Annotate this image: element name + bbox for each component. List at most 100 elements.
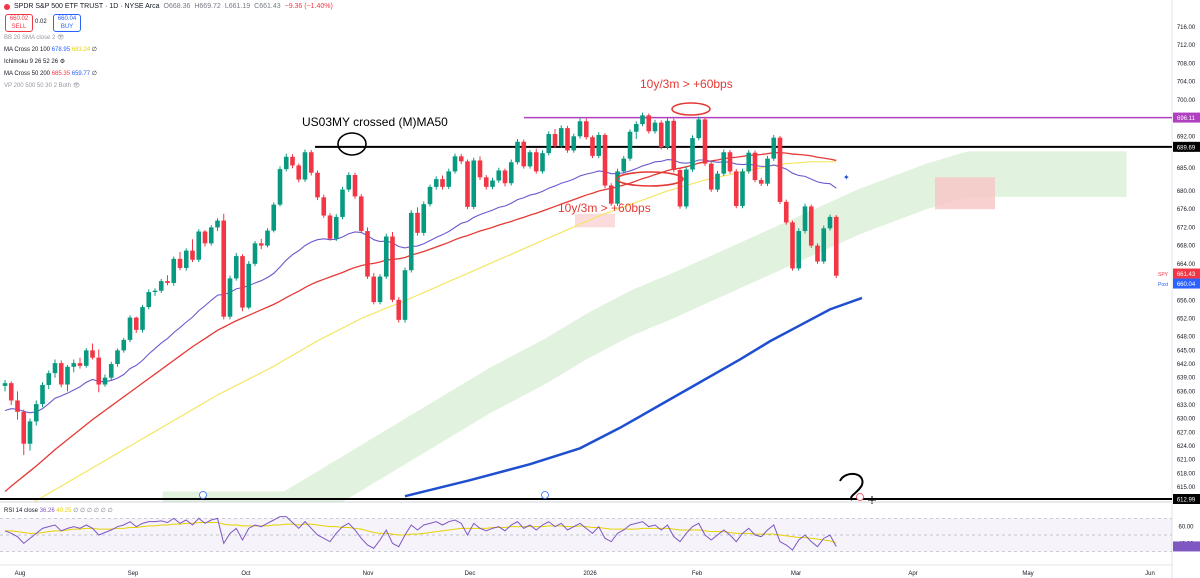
us03my-annotation: US03MY crossed (M)MA50 [302, 115, 448, 129]
annotations: US03MY crossed (M)MA50 10y/3m > +60bps 10y… [302, 77, 876, 504]
star-marker: ✦ [843, 173, 850, 182]
candle-body [190, 250, 195, 260]
indicator-value: 683.24 [71, 47, 91, 53]
price-tick-label: 656.00 [1177, 298, 1196, 304]
indicator-ma-20-100[interactable]: MA Cross 20 100 678.95 683.24 ∅ [4, 46, 97, 53]
price-tick-label: 668.00 [1177, 244, 1196, 250]
rsi-line [4, 516, 837, 551]
candle-body [533, 152, 539, 172]
rsi-legend[interactable]: RSI 14 close 36.26 40.25 ∅ ∅ ∅ ∅ ∅ ∅ [4, 507, 113, 514]
price-tick-label: 618.00 [1177, 471, 1196, 477]
rsi-ma-value: 40.25 [56, 508, 72, 514]
candle-body [246, 263, 252, 308]
rsi-extra: ∅ ∅ ∅ ∅ ∅ ∅ [73, 508, 113, 514]
candle-body [758, 180, 764, 184]
cross-marker [868, 496, 876, 504]
eye-icon[interactable]: 👁 [57, 35, 65, 41]
sell-button[interactable]: 660.02 SELL [5, 14, 33, 32]
time-axis[interactable]: Aug Sep Oct Nov Dec 2026 Feb Mar Apr May Jun [0, 491, 1172, 578]
time-axis-label: Mar [791, 571, 801, 577]
candle-body [508, 162, 514, 184]
price-tick-label: 627.00 [1177, 430, 1196, 436]
candle-body [715, 173, 720, 190]
candle-body [352, 175, 358, 197]
candle-body [833, 216, 839, 276]
candle-body [8, 383, 14, 401]
candle-body [827, 216, 833, 229]
null-icon: ∅ [91, 71, 97, 77]
candle-body [146, 292, 152, 308]
price-tick-label: 708.00 [1177, 61, 1196, 67]
candle-body [227, 278, 233, 317]
dividend-marker-icon [199, 491, 207, 499]
candle-body [690, 138, 695, 170]
indicator-value: 659.77 [71, 71, 91, 77]
candle-body [96, 357, 102, 385]
indicator-vp[interactable]: VP 200 500 50 30 2 Both 👁 [4, 82, 80, 89]
candle-body [746, 152, 752, 172]
indicator-ma-50-200[interactable]: MA Cross 50 200 685.35 659.77 ∅ [4, 70, 97, 77]
candle-body [615, 171, 620, 204]
price-tick-label: 712.00 [1177, 43, 1196, 49]
candle-body [258, 243, 264, 246]
candle-body [408, 212, 414, 271]
candle-body [733, 171, 739, 206]
buy-label: BUY [60, 24, 74, 30]
indicator-value: 678.95 [51, 47, 71, 53]
time-axis-label: Jun [1145, 571, 1155, 577]
price-tick-label: 664.00 [1177, 262, 1196, 268]
candle-body [708, 163, 714, 190]
open-value: O668.36 [163, 3, 191, 10]
candle-body [390, 236, 395, 300]
candle-body [658, 122, 664, 148]
candle-body [671, 120, 677, 171]
candle-body [452, 156, 458, 172]
candle-body [702, 119, 708, 164]
rsi-band [0, 518, 1172, 552]
indicator-ichimoku[interactable]: Ichimoku 9 26 52 26 ⚙ [4, 58, 65, 65]
candle-body [565, 128, 570, 151]
candle-body [102, 377, 108, 385]
last-tag: SPY [1158, 272, 1169, 278]
time-axis-label: 2026 [583, 571, 597, 577]
indicator-bb[interactable]: BB 20 SMA close 2 👁 [4, 34, 65, 41]
price-axis[interactable] [1172, 0, 1200, 578]
candle-body [427, 186, 433, 205]
rsi-pane[interactable]: 60.0040.00 [0, 516, 1200, 553]
post-price-label-bg [1173, 278, 1200, 289]
candle-body [296, 165, 302, 180]
spread-value: 0.02 [35, 19, 47, 25]
candle-body [765, 158, 770, 184]
rsi-ma-line [5, 522, 837, 544]
candle-body [233, 256, 239, 279]
candle-body [558, 128, 564, 146]
null-icon: ∅ [91, 47, 97, 53]
buy-button[interactable]: 660.04 BUY [53, 14, 81, 32]
candle-body [277, 169, 283, 205]
candle-body [215, 220, 220, 228]
price-tick-label: 704.00 [1177, 80, 1196, 86]
candle-body [183, 250, 189, 268]
candle-body [383, 236, 389, 277]
symbol-title[interactable]: SPDR S&P 500 ETF TRUST · 1D · NYSE Arca [14, 3, 160, 10]
candle-body [640, 115, 645, 125]
candle-body [515, 141, 520, 163]
candle-body [371, 276, 377, 303]
candle-body [465, 161, 470, 207]
price-tick-label: 676.00 [1177, 207, 1196, 213]
symbol-header: SPDR S&P 500 ETF TRUST · 1D · NYSE Arca … [4, 3, 333, 10]
moving-averages [4, 152, 863, 502]
candle-body [440, 179, 445, 187]
candle-body [27, 421, 33, 444]
candle-body [596, 134, 602, 156]
horizontal-levels[interactable] [0, 116, 1172, 500]
candle-body [302, 152, 308, 180]
candle-body [108, 364, 114, 378]
candle-body [583, 121, 589, 138]
candle-body [777, 137, 783, 202]
price-axis-ticks: 716.00712.00708.00704.00700.00696.00692.… [1177, 25, 1196, 491]
eye-icon[interactable]: 👁 [72, 83, 81, 89]
candle-body [571, 136, 577, 151]
settings-icon[interactable]: ⚙ [59, 59, 66, 65]
